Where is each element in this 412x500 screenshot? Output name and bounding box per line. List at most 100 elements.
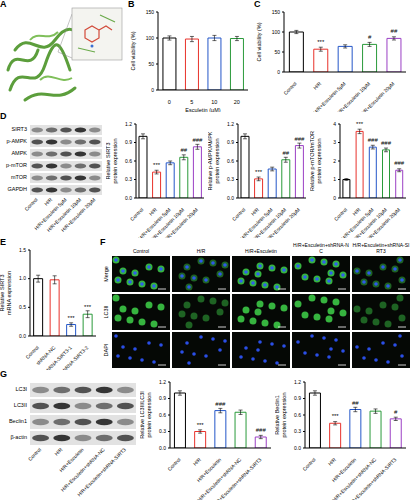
svg-text:p-mTOR: p-mTOR	[8, 162, 27, 168]
svg-text:Cell viability (%): Cell viability (%)	[130, 31, 136, 70]
svg-text:1.2: 1.2	[227, 121, 234, 127]
svg-text:2: 2	[333, 158, 336, 164]
svg-text:##: ##	[180, 147, 187, 153]
svg-text:150: 150	[272, 9, 281, 15]
svg-text:0.9: 0.9	[227, 139, 234, 145]
svg-text:100: 100	[272, 29, 281, 35]
svg-text:Control: Control	[231, 206, 247, 222]
svg-text:H/R: H/R	[192, 456, 203, 467]
svg-text:Cell viability (%): Cell viability (%)	[256, 22, 262, 61]
svg-text:DAPI: DAPI	[103, 343, 109, 356]
svg-text:H/R+Esculetin 20μM: H/R+Esculetin 20μM	[359, 80, 396, 112]
svg-text:0.9: 0.9	[159, 395, 166, 401]
svg-text:***: ***	[153, 162, 161, 168]
svg-text:p-AMPK: p-AMPK	[8, 138, 27, 144]
svg-text:#: #	[368, 34, 372, 40]
svg-text:Relative SIRT3mRNA expression: Relative SIRT3mRNA expression	[8, 271, 12, 315]
svg-text:***: ***	[84, 304, 92, 310]
svg-text:H/R: H/R	[327, 456, 338, 467]
svg-text:***: ***	[68, 315, 76, 321]
svg-text:H/R: H/R	[43, 196, 54, 207]
svg-text:0.6: 0.6	[294, 412, 301, 418]
svg-text:Relative p-mTOR/mTORprotein ex: Relative p-mTOR/mTORprotein expression	[310, 131, 322, 191]
svg-text:0.3: 0.3	[294, 428, 301, 434]
svg-text:0.0: 0.0	[125, 195, 132, 201]
svg-text:shRNA-SIRT3-2: shRNA-SIRT3-2	[60, 344, 90, 370]
svg-text:Relative p-AMPK/AMPKprotein ex: Relative p-AMPK/AMPKprotein expression	[208, 131, 220, 190]
svg-text:H/R: H/R	[148, 206, 159, 217]
svg-text:0: 0	[277, 69, 280, 75]
svg-text:Relative SIRT3protein expressi: Relative SIRT3protein expression	[106, 139, 118, 184]
svg-text:0.0: 0.0	[159, 445, 166, 451]
svg-text:100: 100	[146, 35, 155, 41]
svg-text:0: 0	[333, 195, 336, 201]
svg-text:***: ***	[197, 422, 205, 428]
svg-text:###: ###	[381, 140, 392, 146]
svg-text:GAPDH: GAPDH	[8, 186, 27, 192]
svg-text:***: ***	[317, 39, 325, 45]
svg-text:0.6: 0.6	[125, 158, 132, 164]
svg-text:H/R+Esculetin 20μM: H/R+Esculetin 20μM	[364, 206, 401, 238]
svg-text:Control: Control	[301, 456, 317, 472]
svg-text:0: 0	[151, 87, 154, 93]
svg-text:0.6: 0.6	[159, 412, 166, 418]
svg-text:0: 0	[168, 99, 171, 105]
svg-text:H/R+Esculetin+shRNA-SIRT3: H/R+Esculetin+shRNA-SIRT3	[211, 456, 262, 500]
svg-text:LC3I: LC3I	[15, 386, 27, 392]
svg-text:4: 4	[333, 121, 336, 127]
svg-text:H/R: H/R	[53, 446, 64, 457]
svg-text:mTOR: mTOR	[11, 174, 27, 180]
svg-text:##: ##	[352, 400, 359, 406]
svg-text:5: 5	[190, 99, 193, 105]
svg-text:Control: Control	[166, 456, 182, 472]
svg-text:1.2: 1.2	[159, 379, 166, 385]
svg-text:0.0: 0.0	[19, 333, 26, 339]
svg-text:H/R+Esculetin 20μM: H/R+Esculetin 20μM	[162, 206, 199, 238]
svg-text:H/R: H/R	[312, 80, 323, 91]
svg-text:3: 3	[333, 139, 336, 145]
svg-text:20: 20	[234, 99, 240, 105]
svg-text:H/R: H/R	[351, 206, 362, 217]
svg-text:Merge: Merge	[103, 266, 109, 282]
svg-text:***: ***	[356, 121, 364, 127]
svg-text:###: ###	[256, 427, 267, 433]
svg-text:Beclin1: Beclin1	[9, 418, 27, 424]
svg-text:Relative LC3II/LC3Iprotein exp: Relative LC3II/LC3Iprotein expression	[140, 391, 152, 439]
svg-text:##: ##	[391, 28, 398, 34]
svg-text:0.3: 0.3	[125, 176, 132, 182]
svg-text:1.5: 1.5	[19, 247, 26, 253]
svg-text:10: 10	[211, 99, 217, 105]
svg-text:0.0: 0.0	[227, 195, 234, 201]
svg-text:0.3: 0.3	[227, 176, 234, 182]
svg-text:1: 1	[333, 176, 336, 182]
svg-text:H/R: H/R	[250, 206, 261, 217]
svg-text:H/R+Esculetin 20μM: H/R+Esculetin 20μM	[264, 206, 301, 238]
svg-text:H/R+Esculetin 20μM: H/R+Esculetin 20μM	[60, 196, 97, 233]
svg-text:###: ###	[192, 137, 203, 143]
svg-text:LC3II: LC3II	[103, 305, 109, 319]
svg-text:###: ###	[368, 137, 379, 143]
svg-text:LC3II: LC3II	[14, 402, 28, 408]
svg-text:#: #	[394, 409, 398, 415]
svg-text:Control: Control	[23, 196, 39, 212]
svg-text:0.6: 0.6	[227, 158, 234, 164]
svg-text:1.2: 1.2	[294, 379, 301, 385]
svg-text:Relative Beclin1protein expres: Relative Beclin1protein expression	[275, 393, 287, 438]
svg-text:###: ###	[294, 136, 305, 142]
svg-text:###: ###	[394, 160, 404, 166]
svg-text:Control: Control	[333, 206, 349, 222]
svg-text:Control: Control	[129, 206, 145, 222]
svg-text:50: 50	[148, 61, 154, 67]
svg-text:0.9: 0.9	[294, 395, 301, 401]
svg-text:Esculetin (μM): Esculetin (μM)	[185, 107, 220, 112]
svg-text:β-actin: β-actin	[10, 434, 27, 440]
svg-text:Control: Control	[27, 446, 43, 462]
svg-text:150: 150	[146, 9, 155, 15]
svg-text:SIRT3: SIRT3	[12, 126, 28, 132]
svg-text:Control: Control	[282, 80, 298, 96]
svg-text:AMPK: AMPK	[11, 150, 27, 156]
svg-text:1.2: 1.2	[125, 121, 132, 127]
svg-text:0.0: 0.0	[294, 445, 301, 451]
svg-text:0.3: 0.3	[159, 428, 166, 434]
svg-text:H/R+Esculetin+shRNA-SIRT3: H/R+Esculetin+shRNA-SIRT3	[346, 456, 397, 500]
